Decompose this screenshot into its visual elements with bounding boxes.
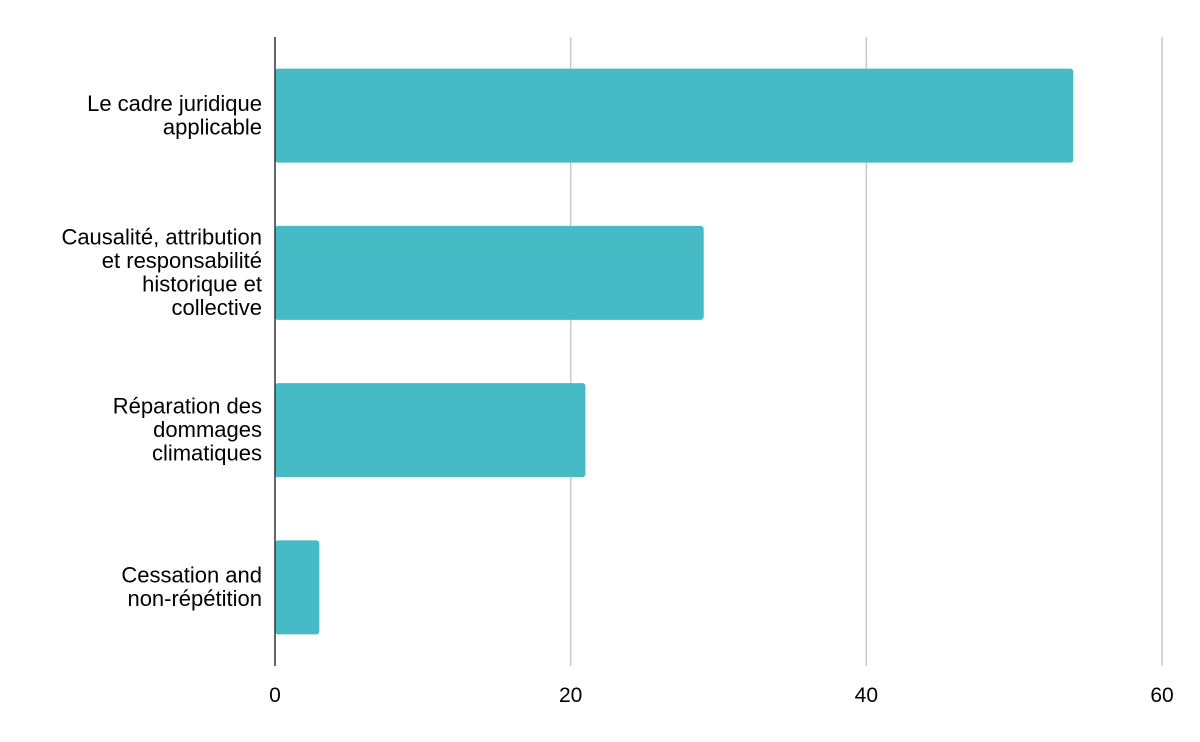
- bars: [275, 68, 1074, 635]
- category-label-line: non-répétition: [127, 586, 262, 611]
- category-label: Cessation and non-répétition: [121, 563, 262, 612]
- x-tick-labels: 0 20 40 60: [269, 684, 1174, 707]
- category-label-line: Causalité, attribution: [61, 225, 262, 250]
- category-label-line: Le cadre juridique: [87, 91, 262, 116]
- category-label-line: Cessation and: [121, 563, 262, 588]
- x-tick-label: 0: [269, 684, 281, 707]
- category-label-line: collective: [172, 295, 262, 320]
- category-label-line: et responsabilité: [102, 248, 262, 273]
- category-label-line: applicable: [163, 114, 262, 139]
- category-label-line: historique et: [142, 272, 262, 297]
- category-labels: Le cadre juridique applicable Causalité, a…: [61, 91, 262, 611]
- bar: [275, 540, 320, 635]
- x-tick-label: 60: [1150, 684, 1173, 707]
- category-label: Réparation des dommages climatiques: [113, 394, 262, 466]
- x-tick-label: 20: [559, 684, 582, 707]
- bar: [275, 68, 1074, 163]
- category-label-line: dommages: [153, 417, 262, 442]
- category-label: Le cadre juridique applicable: [87, 91, 262, 140]
- category-label-line: climatiques: [152, 441, 262, 466]
- x-tick-label: 40: [855, 684, 878, 707]
- bar: [275, 225, 704, 320]
- bar: [275, 383, 586, 478]
- category-label-line: Réparation des: [113, 394, 262, 419]
- category-label: Causalité, attribution et responsabilité h…: [61, 225, 262, 321]
